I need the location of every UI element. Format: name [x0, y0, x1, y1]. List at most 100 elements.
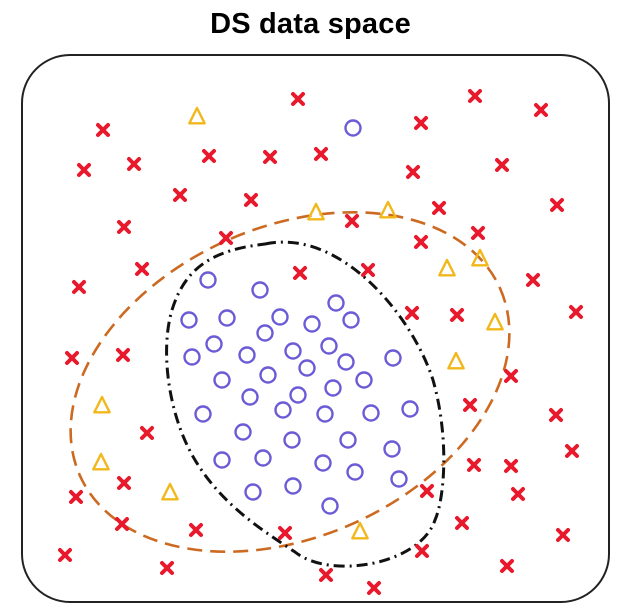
cross-marker — [140, 426, 154, 440]
cross-marker — [189, 523, 203, 537]
cross-marker — [244, 193, 258, 207]
cross-marker — [115, 517, 129, 531]
cross-marker — [72, 280, 86, 294]
triangle-marker — [188, 106, 206, 125]
triangle-marker — [471, 248, 489, 267]
triangle-marker — [307, 202, 325, 221]
cross-marker — [534, 103, 548, 117]
circle-marker — [337, 353, 355, 371]
cross-marker — [468, 89, 482, 103]
cross-marker — [467, 458, 481, 472]
circle-marker — [259, 366, 277, 384]
cross-marker — [160, 561, 174, 575]
circle-marker — [213, 451, 231, 469]
cross-marker — [291, 92, 305, 106]
outer-decision-boundary — [69, 210, 511, 554]
cross-marker — [569, 305, 583, 319]
cross-marker — [117, 220, 131, 234]
cross-marker — [405, 306, 419, 320]
circle-marker — [355, 371, 373, 389]
circle-marker — [401, 400, 419, 418]
circle-marker — [234, 423, 252, 441]
cross-marker — [414, 116, 428, 130]
cross-markers — [58, 89, 583, 595]
cross-marker — [263, 150, 277, 164]
circle-markers — [180, 119, 419, 515]
circle-marker — [251, 281, 269, 299]
circle-marker — [194, 405, 212, 423]
circle-marker — [344, 119, 362, 137]
cross-marker — [504, 369, 518, 383]
cross-marker — [117, 476, 131, 490]
circle-marker — [390, 470, 408, 488]
cross-marker — [504, 459, 518, 473]
circle-marker — [384, 349, 402, 367]
cross-marker — [58, 548, 72, 562]
circle-marker — [218, 309, 236, 327]
cross-marker — [471, 226, 485, 240]
cross-marker — [135, 262, 149, 276]
circle-marker — [183, 348, 201, 366]
cross-marker — [314, 147, 328, 161]
cross-marker — [173, 188, 187, 202]
cross-marker — [345, 214, 359, 228]
cross-marker — [495, 158, 509, 172]
cross-marker — [500, 559, 514, 573]
circle-marker — [274, 401, 292, 419]
cross-marker — [202, 149, 216, 163]
cross-marker — [526, 273, 540, 287]
circle-marker — [339, 431, 357, 449]
circle-marker — [342, 311, 360, 329]
cross-marker — [450, 308, 464, 322]
cross-marker — [367, 581, 381, 595]
circle-marker — [346, 463, 364, 481]
circle-marker — [238, 346, 256, 364]
triangle-marker — [379, 200, 397, 219]
circle-marker — [320, 337, 338, 355]
circle-marker — [316, 405, 334, 423]
triangle-marker — [93, 395, 111, 414]
circle-marker — [321, 497, 339, 515]
cross-marker — [415, 544, 429, 558]
cross-marker — [549, 408, 563, 422]
cross-marker — [556, 528, 570, 542]
triangle-marker — [92, 452, 110, 471]
cross-marker — [565, 444, 579, 458]
cross-marker — [432, 201, 446, 215]
triangle-marker — [351, 521, 369, 540]
circle-marker — [362, 404, 380, 422]
triangle-markers — [92, 106, 504, 540]
cross-marker — [414, 235, 428, 249]
circle-marker — [205, 335, 223, 353]
circle-marker — [303, 315, 321, 333]
triangle-marker — [161, 482, 179, 501]
data-space-frame — [21, 54, 610, 603]
triangle-marker — [438, 258, 456, 277]
circle-marker — [327, 294, 345, 312]
cross-marker — [77, 163, 91, 177]
inner-decision-boundary — [165, 240, 446, 568]
cross-marker — [463, 398, 477, 412]
cross-marker — [65, 351, 79, 365]
cross-marker — [455, 516, 469, 530]
cross-marker — [511, 487, 525, 501]
cross-marker — [550, 198, 564, 212]
cross-marker — [219, 231, 233, 245]
cross-marker — [293, 266, 307, 280]
cross-marker — [96, 123, 110, 137]
circle-marker — [284, 342, 302, 360]
circle-marker — [213, 371, 231, 389]
triangle-marker — [447, 351, 465, 370]
cross-marker — [116, 348, 130, 362]
circle-marker — [254, 449, 272, 467]
circle-marker — [199, 271, 217, 289]
diagram-title: DS data space — [210, 8, 411, 40]
cross-marker — [361, 263, 375, 277]
circle-marker — [244, 483, 262, 501]
circle-marker — [314, 454, 332, 472]
triangle-marker — [486, 312, 504, 331]
cross-marker — [420, 484, 434, 498]
cross-marker — [69, 490, 83, 504]
cross-marker — [319, 568, 333, 582]
